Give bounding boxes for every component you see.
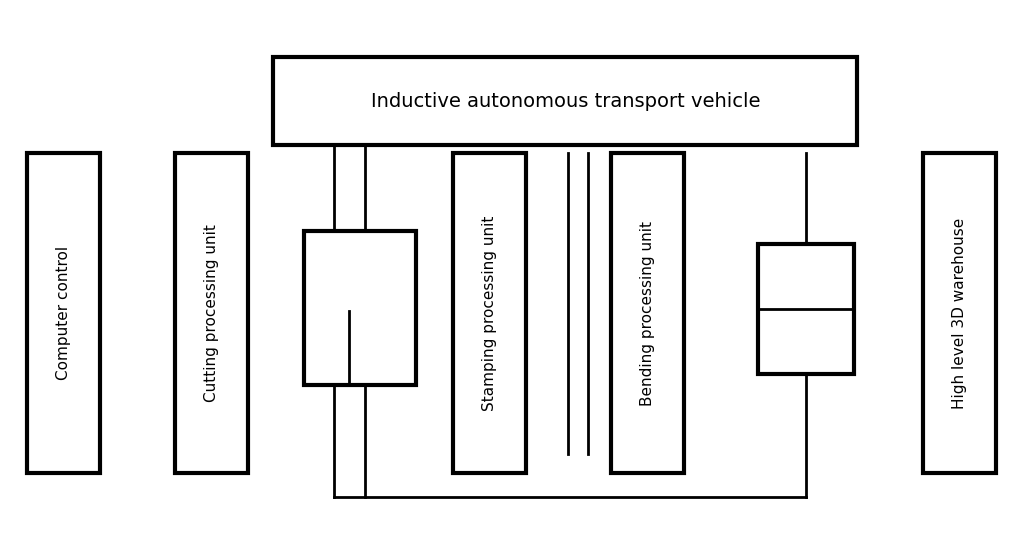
Bar — [610, 153, 684, 473]
Bar — [758, 244, 854, 374]
Bar — [304, 230, 416, 385]
Bar — [27, 153, 99, 473]
Text: Inductive autonomous transport vehicle: Inductive autonomous transport vehicle — [371, 92, 760, 111]
Bar — [453, 153, 526, 473]
Bar — [273, 57, 857, 146]
Text: Stamping processing unit: Stamping processing unit — [482, 215, 498, 411]
Text: Bending processing unit: Bending processing unit — [640, 221, 654, 406]
Text: Cutting processing unit: Cutting processing unit — [204, 224, 219, 402]
Bar — [175, 153, 248, 473]
Text: Computer control: Computer control — [55, 246, 71, 380]
Bar — [924, 153, 996, 473]
Text: High level 3D warehouse: High level 3D warehouse — [952, 217, 968, 409]
